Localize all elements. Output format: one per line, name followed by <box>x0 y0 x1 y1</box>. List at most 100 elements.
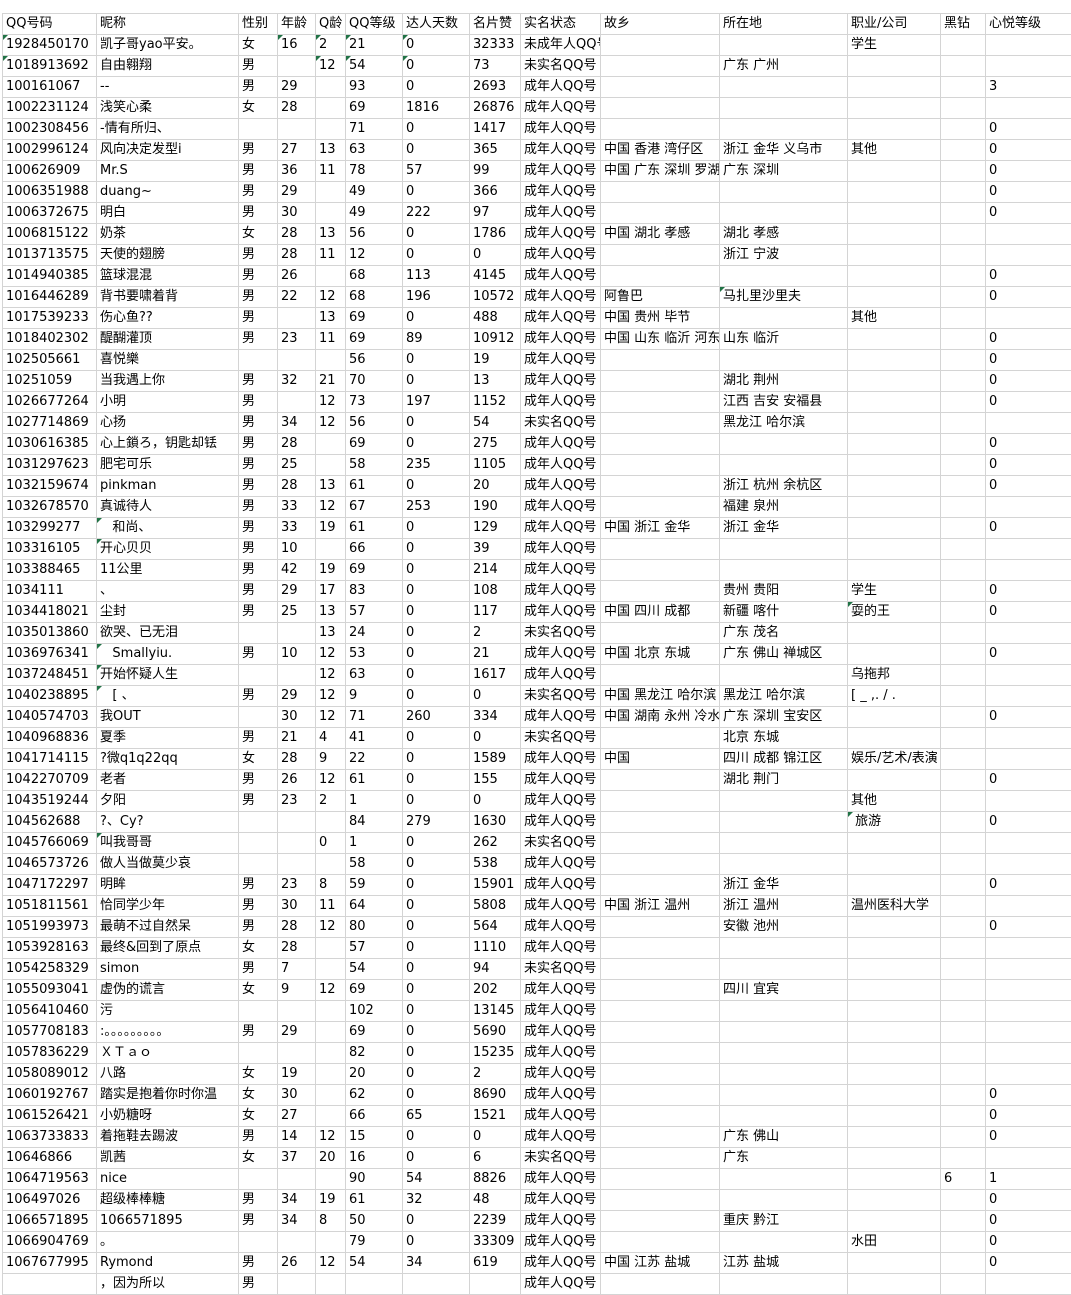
cell-bd[interactable] <box>941 707 986 728</box>
cell-location[interactable] <box>720 1190 848 1211</box>
cell-bd[interactable] <box>941 455 986 476</box>
cell-bd[interactable] <box>941 539 986 560</box>
cell-age[interactable]: 34 <box>278 1211 316 1232</box>
cell-hometown[interactable] <box>601 476 720 497</box>
cell-nick[interactable]: 奶茶 <box>97 224 239 245</box>
cell-level[interactable]: 78 <box>346 161 403 182</box>
cell-nick[interactable]: 踏实是抱着你时你温 <box>97 1085 239 1106</box>
cell-level[interactable]: 56 <box>346 350 403 371</box>
cell-qq[interactable]: 103388465 <box>3 560 97 581</box>
cell-level[interactable]: 57 <box>346 938 403 959</box>
cell-qage[interactable]: 0 <box>316 833 346 854</box>
cell-gender[interactable] <box>239 1232 278 1253</box>
cell-hometown[interactable] <box>601 770 720 791</box>
cell-nick[interactable]: simon <box>97 959 239 980</box>
cell-job[interactable]: 学生 <box>848 35 941 56</box>
cell-daren[interactable]: 65 <box>403 1106 470 1127</box>
cell-qage[interactable]: 12 <box>316 665 346 686</box>
cell-xy[interactable] <box>986 497 1071 518</box>
cell-bd[interactable] <box>941 182 986 203</box>
cell-nick[interactable]: 真诚待人 <box>97 497 239 518</box>
cell-qq[interactable]: 1026677264 <box>3 392 97 413</box>
cell-status[interactable]: 成年人QQ号 <box>521 350 601 371</box>
cell-daren[interactable]: 253 <box>403 497 470 518</box>
cell-location[interactable]: 广东 茂名 <box>720 623 848 644</box>
cell-qage[interactable]: 12 <box>316 1253 346 1274</box>
cell-gender[interactable]: 男 <box>239 1022 278 1043</box>
cell-likes[interactable] <box>470 1274 521 1295</box>
cell-gender[interactable]: 女 <box>239 1064 278 1085</box>
cell-nick[interactable]: 1066571895 <box>97 1211 239 1232</box>
cell-gender[interactable]: 男 <box>239 56 278 77</box>
cell-status[interactable]: 成年人QQ号 <box>521 497 601 518</box>
cell-nick[interactable]: 夕阳 <box>97 791 239 812</box>
cell-nick[interactable]: 自由翱翔 <box>97 56 239 77</box>
cell-job[interactable] <box>848 119 941 140</box>
cell-xy[interactable]: 0 <box>986 812 1071 833</box>
cell-likes[interactable]: 0 <box>470 245 521 266</box>
cell-qage[interactable] <box>316 1064 346 1085</box>
cell-status[interactable]: 未实名QQ号 <box>521 56 601 77</box>
cell-bd[interactable] <box>941 959 986 980</box>
cell-hometown[interactable]: 中国 黑龙江 哈尔滨 <box>601 686 720 707</box>
cell-gender[interactable]: 男 <box>239 413 278 434</box>
cell-status[interactable]: 未实名QQ号 <box>521 728 601 749</box>
cell-age[interactable] <box>278 392 316 413</box>
cell-level[interactable]: 83 <box>346 581 403 602</box>
cell-hometown[interactable] <box>601 245 720 266</box>
cell-qq[interactable]: 1030616385 <box>3 434 97 455</box>
cell-status[interactable]: 成年人QQ号 <box>521 287 601 308</box>
cell-job[interactable] <box>848 98 941 119</box>
cell-status[interactable]: 成年人QQ号 <box>521 854 601 875</box>
cell-qq[interactable]: 1063733833 <box>3 1127 97 1148</box>
cell-bd[interactable] <box>941 350 986 371</box>
cell-nick[interactable]: 当我遇上你 <box>97 371 239 392</box>
cell-gender[interactable]: 男 <box>239 728 278 749</box>
cell-age[interactable]: 33 <box>278 518 316 539</box>
cell-location[interactable]: 浙江 金华 <box>720 875 848 896</box>
cell-qage[interactable]: 12 <box>316 917 346 938</box>
column-header-hometown[interactable]: 故乡 <box>601 14 720 35</box>
cell-hometown[interactable] <box>601 917 720 938</box>
cell-nick[interactable]: 做人当做莫少哀 <box>97 854 239 875</box>
cell-hometown[interactable]: 阿鲁巴 <box>601 287 720 308</box>
cell-location[interactable]: 浙江 杭州 余杭区 <box>720 476 848 497</box>
cell-nick[interactable]: 明白 <box>97 203 239 224</box>
cell-location[interactable]: 浙江 金华 义乌市 <box>720 140 848 161</box>
column-header-qage[interactable]: Q龄 <box>316 14 346 35</box>
cell-location[interactable]: 四川 宜宾 <box>720 980 848 1001</box>
cell-likes[interactable]: 1110 <box>470 938 521 959</box>
cell-daren[interactable]: 89 <box>403 329 470 350</box>
cell-qq[interactable]: 1017539233 <box>3 308 97 329</box>
cell-nick[interactable]: 伤心鱼?? <box>97 308 239 329</box>
cell-job[interactable] <box>848 1148 941 1169</box>
cell-gender[interactable]: 男 <box>239 329 278 350</box>
cell-qage[interactable] <box>316 350 346 371</box>
cell-level[interactable]: 9 <box>346 686 403 707</box>
cell-age[interactable]: 42 <box>278 560 316 581</box>
cell-level[interactable]: 54 <box>346 1253 403 1274</box>
cell-qage[interactable]: 8 <box>316 1211 346 1232</box>
cell-bd[interactable] <box>941 1043 986 1064</box>
cell-daren[interactable]: 113 <box>403 266 470 287</box>
cell-age[interactable]: 28 <box>278 938 316 959</box>
cell-age[interactable] <box>278 1274 316 1295</box>
cell-hometown[interactable] <box>601 1085 720 1106</box>
cell-likes[interactable]: 202 <box>470 980 521 1001</box>
cell-bd[interactable] <box>941 518 986 539</box>
cell-hometown[interactable] <box>601 182 720 203</box>
cell-level[interactable]: 64 <box>346 896 403 917</box>
cell-likes[interactable]: 1417 <box>470 119 521 140</box>
cell-hometown[interactable]: 中国 湖北 孝感 <box>601 224 720 245</box>
cell-job[interactable] <box>848 539 941 560</box>
cell-job[interactable]: 水田 <box>848 1232 941 1253</box>
cell-qq[interactable]: 1058089012 <box>3 1064 97 1085</box>
cell-hometown[interactable] <box>601 623 720 644</box>
cell-likes[interactable]: 365 <box>470 140 521 161</box>
cell-likes[interactable]: 54 <box>470 413 521 434</box>
cell-location[interactable]: 黑龙江 哈尔滨 <box>720 413 848 434</box>
cell-location[interactable]: 浙江 金华 <box>720 518 848 539</box>
cell-location[interactable] <box>720 938 848 959</box>
cell-age[interactable]: 36 <box>278 161 316 182</box>
cell-location[interactable] <box>720 1274 848 1295</box>
